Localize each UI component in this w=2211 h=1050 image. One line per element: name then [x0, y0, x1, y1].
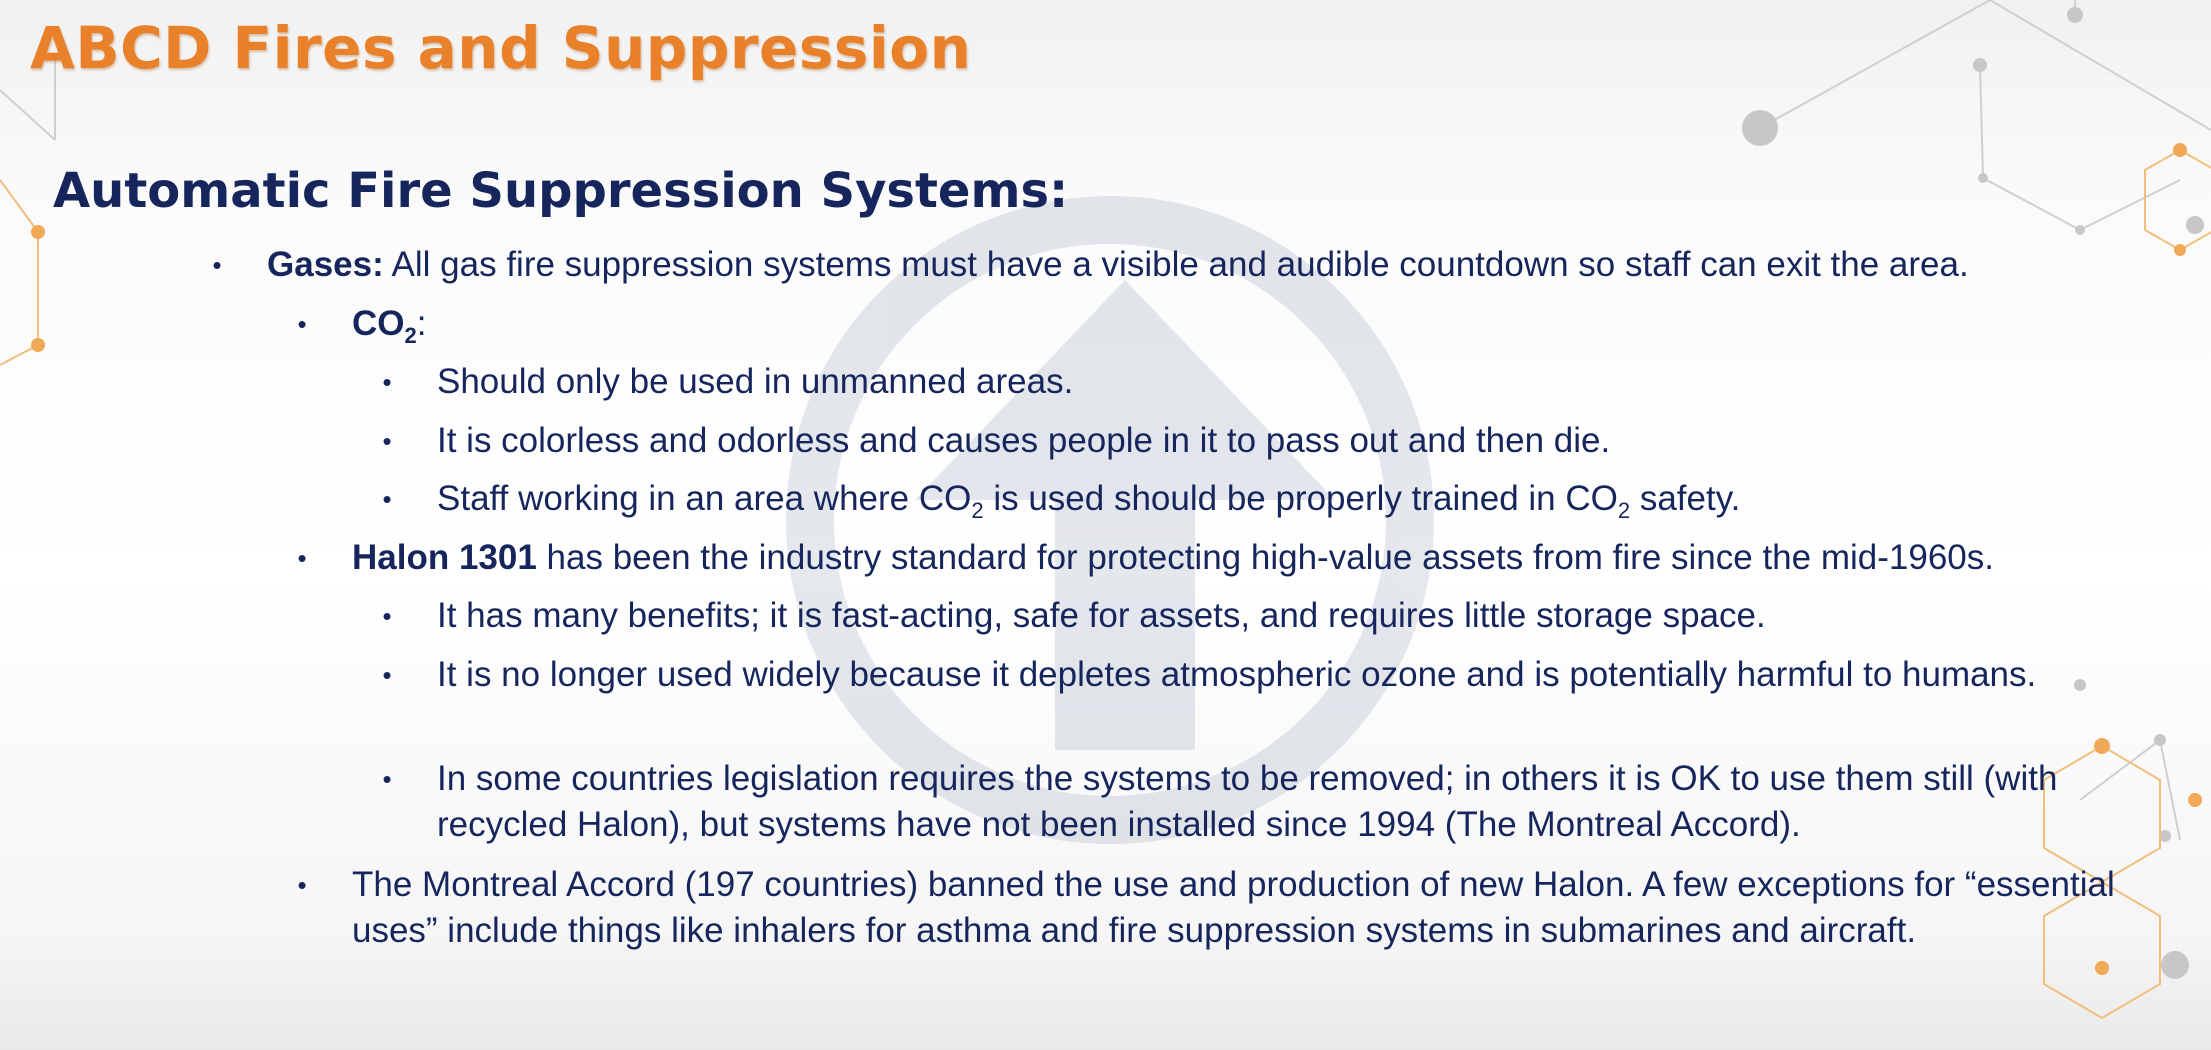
- list-item-co2-staff: • Staff working in an area where CO2 is …: [382, 476, 2177, 522]
- bullet-icon: •: [212, 250, 222, 280]
- list-item-co2-colorless: • It is colorless and odorless and cause…: [382, 418, 2177, 464]
- bullet-icon: •: [382, 367, 392, 397]
- halon-label: Halon 1301: [352, 538, 537, 577]
- list-item-halon-legislation: • In some countries legislation requires…: [382, 756, 2162, 848]
- bullet-icon: •: [382, 764, 392, 794]
- slide-subtitle: Automatic Fire Suppression Systems:: [53, 163, 1069, 219]
- gases-text: All gas fire suppression systems must ha…: [383, 245, 1969, 284]
- bullet-icon: •: [297, 543, 307, 573]
- bullet-icon: •: [297, 309, 307, 339]
- list-item-co2: • CO2:: [297, 301, 2182, 348]
- list-item-montreal: • The Montreal Accord (197 countries) ba…: [297, 862, 2182, 954]
- list-item-halon-ozone: • It is no longer used widely because it…: [382, 652, 2097, 698]
- gases-label: Gases:: [267, 245, 384, 284]
- list-item-co2-unmanned: • Should only be used in unmanned areas.: [382, 359, 2177, 405]
- bullet-icon: •: [382, 426, 392, 456]
- bullet-icon: •: [382, 484, 392, 514]
- list-item-gases: • Gases: All gas fire suppression system…: [212, 242, 2167, 288]
- list-item-halon: • Halon 1301 has been the industry stand…: [297, 535, 2182, 581]
- bullet-icon: •: [382, 601, 392, 631]
- co2-label: CO2: [352, 304, 417, 348]
- bullet-icon: •: [297, 870, 307, 900]
- bullet-icon: •: [382, 660, 392, 690]
- slide-title: ABCD Fires and Suppression: [30, 14, 972, 82]
- list-item-halon-benefits: • It has many benefits; it is fast-actin…: [382, 593, 2177, 639]
